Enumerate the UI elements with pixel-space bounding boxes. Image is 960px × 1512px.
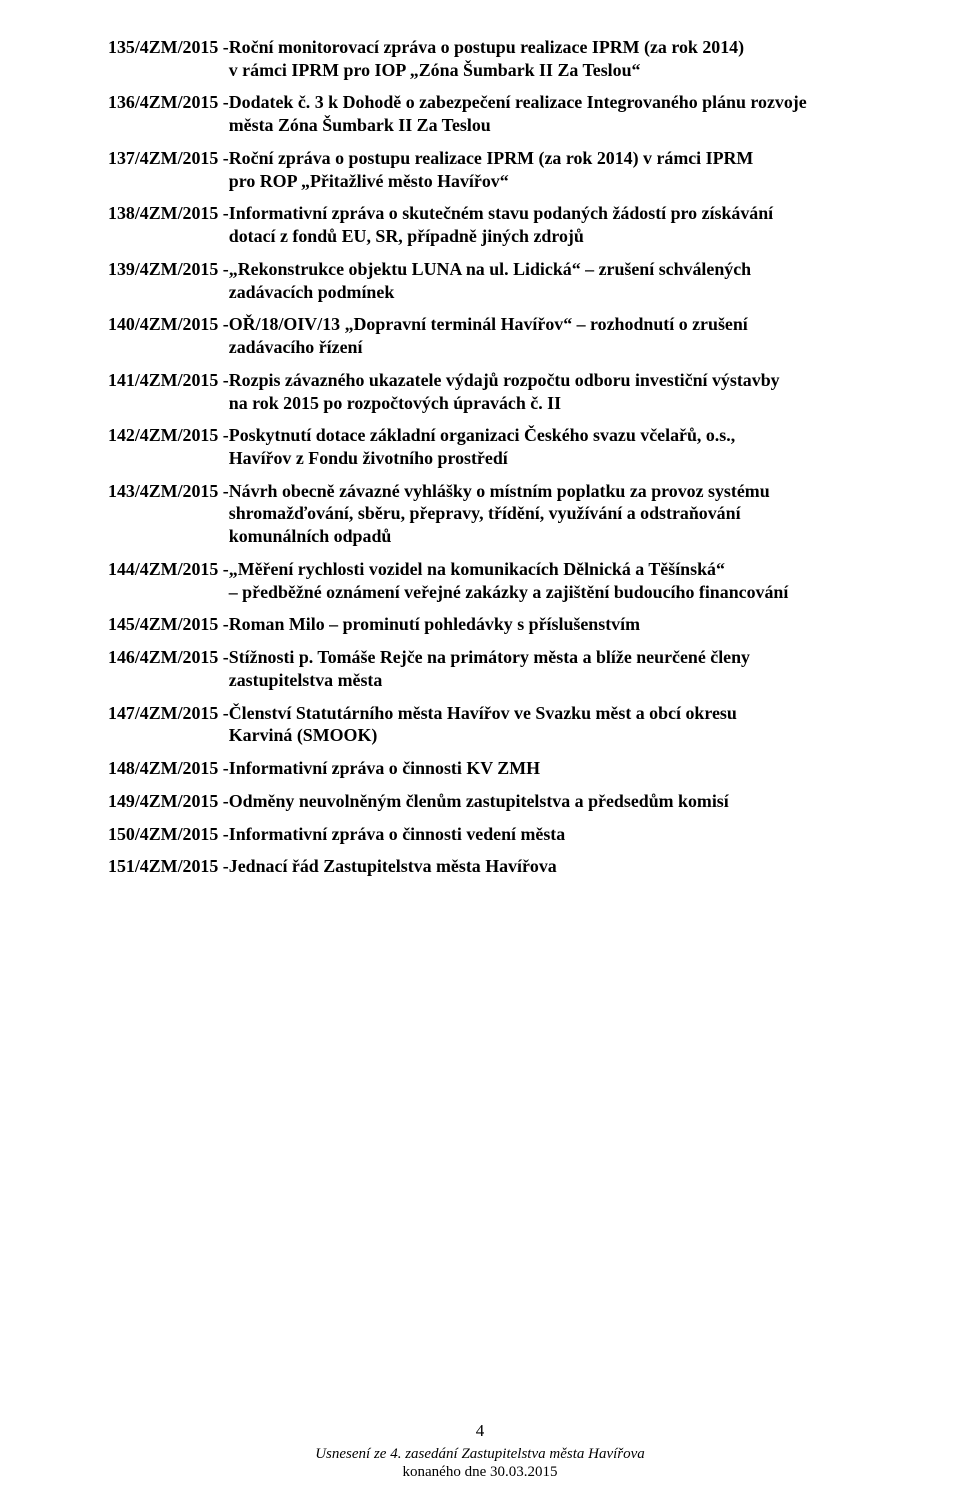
item-line1: „Měření rychlosti vozidel na komunikacíc… xyxy=(229,559,725,579)
item-body: Roman Milo – prominutí pohledávky s přís… xyxy=(229,613,852,636)
list-item: 145/4ZM/2015 - Roman Milo – prominutí po… xyxy=(108,613,852,636)
item-code: 139/4ZM/2015 - xyxy=(108,258,229,281)
item-code: 146/4ZM/2015 - xyxy=(108,646,229,669)
item-body: Odměny neuvolněným členům zastupitelstva… xyxy=(229,790,852,813)
footer-line2: konaného dne 30.03.2015 xyxy=(0,1463,960,1482)
item-line1: Roman Milo – prominutí pohledávky s přís… xyxy=(229,614,640,634)
item-line1: Informativní zpráva o činnosti vedení mě… xyxy=(229,824,565,844)
item-line1: Informativní zpráva o činnosti KV ZMH xyxy=(229,758,540,778)
list-item: 135/4ZM/2015 - Roční monitorovací zpráva… xyxy=(108,36,852,81)
list-item: 148/4ZM/2015 - Informativní zpráva o čin… xyxy=(108,757,852,780)
item-body: Roční zpráva o postupu realizace IPRM (z… xyxy=(229,147,852,192)
item-code: 149/4ZM/2015 - xyxy=(108,790,229,813)
item-line2: města Zóna Šumbark II Za Teslou xyxy=(229,114,852,137)
item-line1: Stížnosti p. Tomáše Rejče na primátory m… xyxy=(229,647,750,667)
item-body: Informativní zpráva o činnosti vedení mě… xyxy=(229,823,852,846)
item-code: 138/4ZM/2015 - xyxy=(108,202,229,225)
item-line2: v rámci IPRM pro IOP „Zóna Šumbark II Za… xyxy=(229,59,852,82)
item-body: OŘ/18/OIV/13 „Dopravní terminál Havířov“… xyxy=(229,313,852,358)
item-body: Roční monitorovací zpráva o postupu real… xyxy=(229,36,852,81)
item-body: Informativní zpráva o skutečném stavu po… xyxy=(229,202,852,247)
item-code: 148/4ZM/2015 - xyxy=(108,757,229,780)
list-item: 151/4ZM/2015 - Jednací řád Zastupitelstv… xyxy=(108,855,852,878)
item-code: 142/4ZM/2015 - xyxy=(108,424,229,447)
item-body: Návrh obecně závazné vyhlášky o místním … xyxy=(229,480,852,548)
list-item: 150/4ZM/2015 - Informativní zpráva o čin… xyxy=(108,823,852,846)
item-code: 135/4ZM/2015 - xyxy=(108,36,229,59)
item-line1: Odměny neuvolněným členům zastupitelstva… xyxy=(229,791,729,811)
item-code: 147/4ZM/2015 - xyxy=(108,702,229,725)
item-line1: „Rekonstrukce objektu LUNA na ul. Lidick… xyxy=(229,259,751,279)
list-item: 140/4ZM/2015 - OŘ/18/OIV/13 „Dopravní te… xyxy=(108,313,852,358)
item-body: Informativní zpráva o činnosti KV ZMH xyxy=(229,757,852,780)
item-line1: Roční monitorovací zpráva o postupu real… xyxy=(229,37,744,57)
item-line2: zastupitelstva města xyxy=(229,669,852,692)
item-code: 145/4ZM/2015 - xyxy=(108,613,229,636)
item-code: 137/4ZM/2015 - xyxy=(108,147,229,170)
item-line1: Rozpis závazného ukazatele výdajů rozpoč… xyxy=(229,370,780,390)
list-item: 142/4ZM/2015 - Poskytnutí dotace základn… xyxy=(108,424,852,469)
list-item: 149/4ZM/2015 - Odměny neuvolněným členům… xyxy=(108,790,852,813)
item-line1: Informativní zpráva o skutečném stavu po… xyxy=(229,203,773,223)
item-line1: OŘ/18/OIV/13 „Dopravní terminál Havířov“… xyxy=(229,314,748,334)
item-code: 143/4ZM/2015 - xyxy=(108,480,229,503)
item-code: 140/4ZM/2015 - xyxy=(108,313,229,336)
list-item: 137/4ZM/2015 - Roční zpráva o postupu re… xyxy=(108,147,852,192)
list-item: 147/4ZM/2015 - Členství Statutárního měs… xyxy=(108,702,852,747)
item-body: Jednací řád Zastupitelstva města Havířov… xyxy=(229,855,852,878)
item-code: 144/4ZM/2015 - xyxy=(108,558,229,581)
list-item: 143/4ZM/2015 - Návrh obecně závazné vyhl… xyxy=(108,480,852,548)
list-item: 141/4ZM/2015 - Rozpis závazného ukazatel… xyxy=(108,369,852,414)
list-item: 139/4ZM/2015 - „Rekonstrukce objektu LUN… xyxy=(108,258,852,303)
item-body: „Měření rychlosti vozidel na komunikacíc… xyxy=(229,558,852,603)
item-line1: Poskytnutí dotace základní organizaci Če… xyxy=(229,425,735,445)
page: 135/4ZM/2015 - Roční monitorovací zpráva… xyxy=(0,0,960,1512)
item-code: 151/4ZM/2015 - xyxy=(108,855,229,878)
list-item: 136/4ZM/2015 - Dodatek č. 3 k Dohodě o z… xyxy=(108,91,852,136)
item-body: Stížnosti p. Tomáše Rejče na primátory m… xyxy=(229,646,852,691)
item-line2: Havířov z Fondu životního prostředí xyxy=(229,447,852,470)
item-body: Dodatek č. 3 k Dohodě o zabezpečení real… xyxy=(229,91,852,136)
item-body: „Rekonstrukce objektu LUNA na ul. Lidick… xyxy=(229,258,852,303)
item-body: Rozpis závazného ukazatele výdajů rozpoč… xyxy=(229,369,852,414)
item-line2: na rok 2015 po rozpočtových úpravách č. … xyxy=(229,392,852,415)
footer-line1: Usnesení ze 4. zasedání Zastupitelstva m… xyxy=(0,1445,960,1464)
item-line1: Dodatek č. 3 k Dohodě o zabezpečení real… xyxy=(229,92,807,112)
item-body: Poskytnutí dotace základní organizaci Če… xyxy=(229,424,852,469)
item-line2: zadávacího řízení xyxy=(229,336,852,359)
page-number: 4 xyxy=(0,1420,960,1441)
item-line1: Roční zpráva o postupu realizace IPRM (z… xyxy=(229,148,754,168)
item-line2: – předběžné oznámení veřejné zakázky a z… xyxy=(229,581,852,604)
page-footer: 4 Usnesení ze 4. zasedání Zastupitelstva… xyxy=(0,1420,960,1482)
item-code: 141/4ZM/2015 - xyxy=(108,369,229,392)
item-line2: zadávacích podmínek xyxy=(229,281,852,304)
item-line1: Jednací řád Zastupitelstva města Havířov… xyxy=(229,856,557,876)
item-line1: Členství Statutárního města Havířov ve S… xyxy=(229,703,737,723)
item-line2: dotací z fondů EU, SR, případně jiných z… xyxy=(229,225,852,248)
list-item: 144/4ZM/2015 - „Měření rychlosti vozidel… xyxy=(108,558,852,603)
item-line3: komunálních odpadů xyxy=(229,525,852,548)
list-item: 138/4ZM/2015 - Informativní zpráva o sku… xyxy=(108,202,852,247)
item-body: Členství Statutárního města Havířov ve S… xyxy=(229,702,852,747)
item-line2: Karviná (SMOOK) xyxy=(229,724,852,747)
item-line1: Návrh obecně závazné vyhlášky o místním … xyxy=(229,481,770,501)
item-code: 136/4ZM/2015 - xyxy=(108,91,229,114)
list-item: 146/4ZM/2015 - Stížnosti p. Tomáše Rejče… xyxy=(108,646,852,691)
item-line2: pro ROP „Přitažlivé město Havířov“ xyxy=(229,170,852,193)
item-line2: shromažďování, sběru, přepravy, třídění,… xyxy=(229,502,852,525)
item-code: 150/4ZM/2015 - xyxy=(108,823,229,846)
